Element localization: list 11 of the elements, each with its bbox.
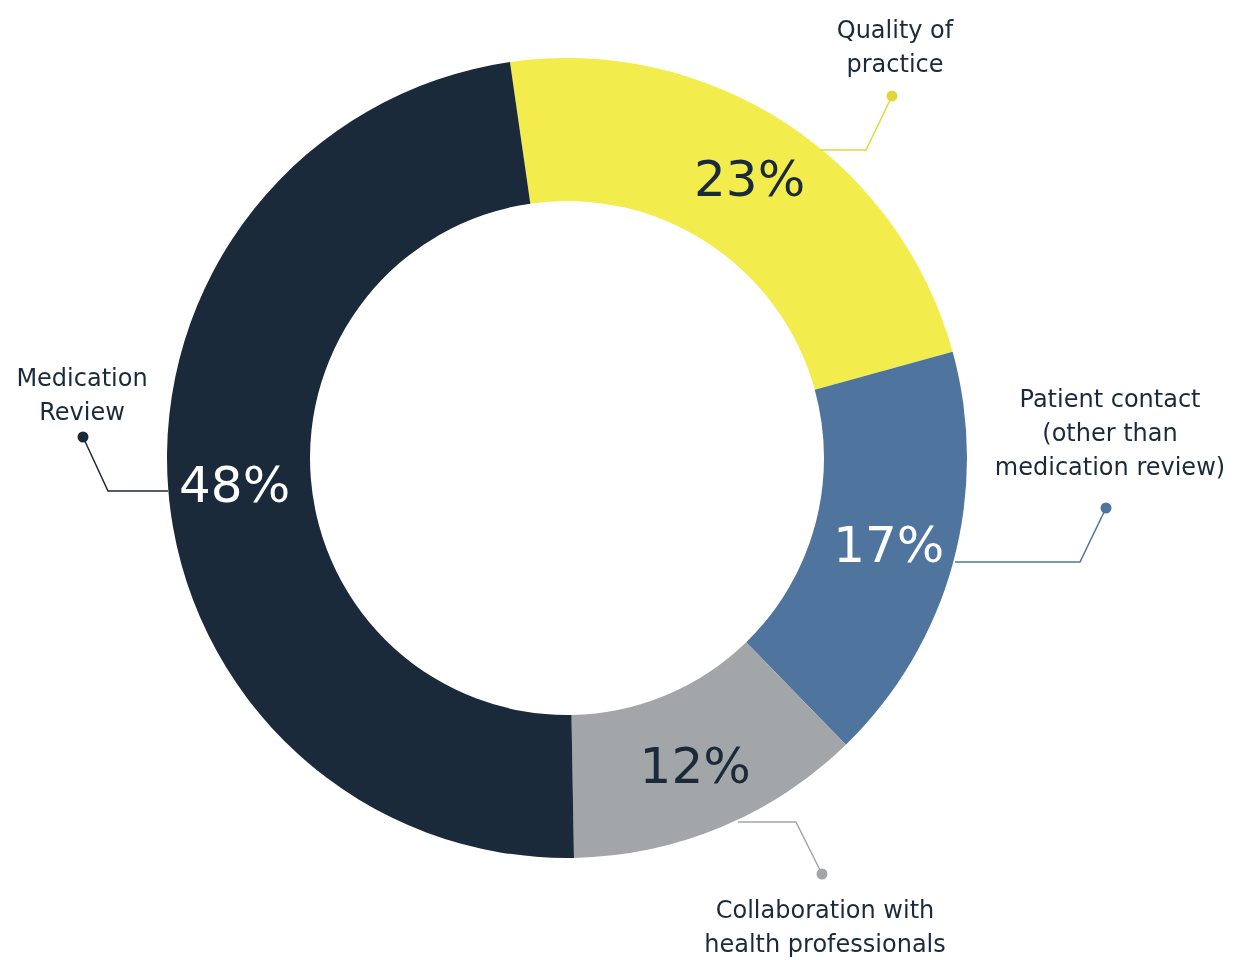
data-label: 48% bbox=[179, 455, 291, 514]
data-label: 17% bbox=[833, 516, 945, 575]
legend-label: Collaboration with health professionals bbox=[704, 896, 946, 958]
donut-slice bbox=[571, 642, 846, 858]
data-label: 12% bbox=[639, 736, 751, 795]
slice-label: Patient contact (other than medication review) bbox=[994, 385, 1226, 481]
data-label: 23% bbox=[694, 149, 806, 208]
donut-slice bbox=[167, 62, 574, 858]
slice-label: Medication Review bbox=[16, 364, 148, 426]
slice-label: Quality of practice bbox=[836, 16, 954, 78]
donut-slice bbox=[746, 351, 967, 745]
